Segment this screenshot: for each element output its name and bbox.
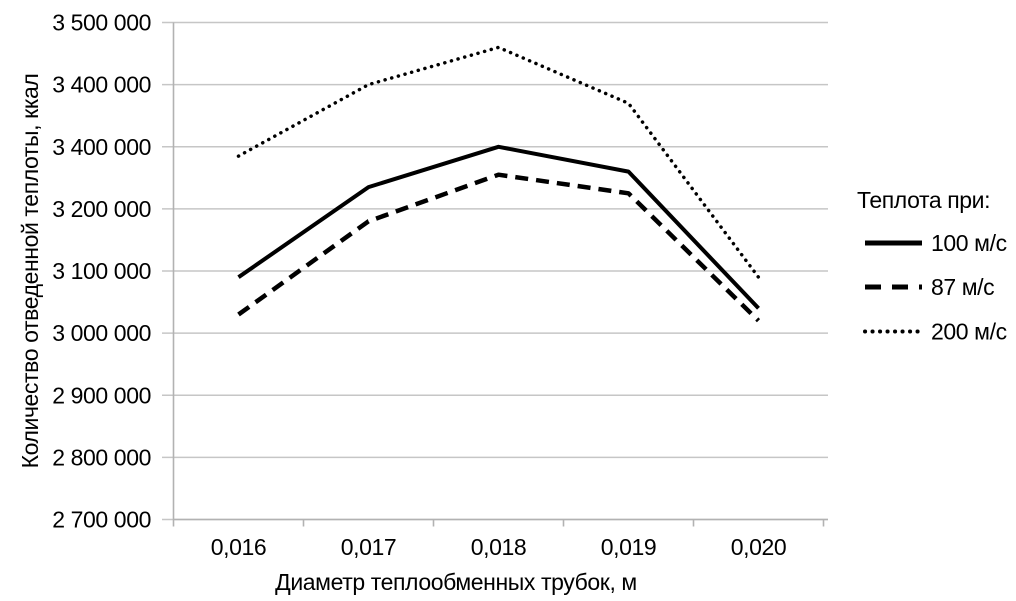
y-tick-label: 3 100 000 xyxy=(52,258,151,284)
y-tick-labels: 3 500 000 3 400 000 3 400 000 3 200 000 3 10… xyxy=(52,10,151,533)
legend-items: 100 м/с 87 м/с 200 м/с xyxy=(863,230,1007,345)
legend-label: 87 м/с xyxy=(931,274,994,300)
series-line-solid xyxy=(237,144,760,310)
x-axis-title: Диаметр теплообменных трубок, м xyxy=(275,569,637,595)
y-tick-label: 3 500 000 xyxy=(52,10,151,36)
y-tick-label: 2 900 000 xyxy=(52,382,151,408)
y-axis-title: Количество отведенной теплоты, ккал xyxy=(17,74,43,469)
x-tick-label: 0,017 xyxy=(341,534,397,560)
legend: Теплота при: 100 м/с 87 м/с 200 м/с xyxy=(857,187,1007,345)
y-tick-label: 3 400 000 xyxy=(52,134,151,160)
data-series xyxy=(236,45,761,323)
axes xyxy=(172,22,828,527)
y-tick-label: 3 200 000 xyxy=(52,196,151,222)
legend-item: 100 м/с xyxy=(865,230,1007,256)
series-line-dotted xyxy=(236,45,761,279)
x-tick-label: 0,016 xyxy=(211,534,267,560)
gridlines xyxy=(162,21,828,521)
y-tick-label: 2 700 000 xyxy=(52,507,151,533)
y-tick-label: 2 800 000 xyxy=(52,444,151,470)
legend-item: 87 м/с xyxy=(865,274,995,300)
y-tick-label: 3 400 000 xyxy=(52,72,151,98)
x-tick-labels: 0,016 0,017 0,018 0,019 0,020 xyxy=(211,534,787,560)
x-tick-label: 0,019 xyxy=(601,534,657,560)
legend-label: 100 м/с xyxy=(931,230,1007,256)
series-line-dashed xyxy=(237,172,761,323)
legend-item: 200 м/с xyxy=(863,319,1007,345)
legend-label: 200 м/с xyxy=(931,319,1007,345)
x-tick-label: 0,020 xyxy=(731,534,787,560)
y-tick-label: 3 000 000 xyxy=(52,320,151,346)
legend-title: Теплота при: xyxy=(857,187,990,213)
x-tick-label: 0,018 xyxy=(471,534,527,560)
